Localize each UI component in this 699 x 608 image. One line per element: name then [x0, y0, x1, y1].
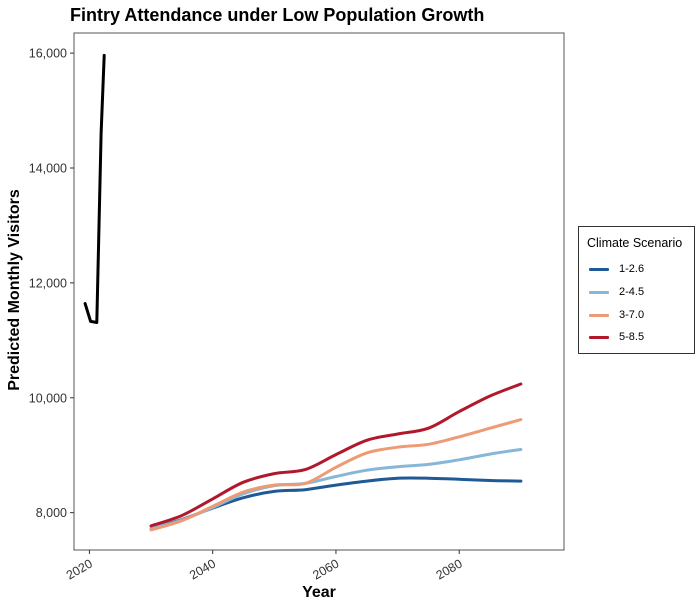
legend-title: Climate Scenario [587, 236, 683, 250]
legend-label: 2-4.5 [619, 286, 645, 298]
legend-label: 3-7.0 [619, 309, 645, 321]
legend-item-5-8-5: 5-8.5 [589, 330, 644, 344]
series-3-7-0-line [149, 418, 523, 532]
legend-item-1-2-6: 1-2.6 [589, 262, 644, 276]
legend-swatch [589, 335, 609, 339]
x-axis: 2020 2040 2060 2080 [64, 550, 465, 583]
legend: Climate Scenario 1-2.6 2-4.5 3-7.0 5-8.5 [578, 226, 695, 354]
x-axis-title: Year [302, 584, 336, 601]
legend-swatch [589, 313, 609, 317]
y-tick-label: 10,000 [29, 391, 67, 405]
observed-line [83, 53, 106, 324]
legend-label: 5-8.5 [619, 331, 645, 343]
y-tick-label: 16,000 [29, 47, 67, 61]
y-axis: 8,000 10,000 12,000 14,000 16,000 [29, 47, 74, 520]
x-tick-label: 2060 [310, 556, 341, 582]
y-tick-label: 8,000 [36, 506, 67, 520]
legend-label: 1-2.6 [619, 263, 645, 275]
plot-panel [73, 32, 565, 551]
series-5-8-5-line [149, 382, 523, 528]
chart-title: Fintry Attendance under Low Population G… [70, 5, 484, 25]
x-tick-label: 2040 [187, 556, 218, 582]
y-tick-label: 12,000 [29, 276, 67, 290]
legend-swatch [589, 267, 609, 271]
legend-item-3-7-0: 3-7.0 [589, 308, 644, 322]
series-lines [83, 53, 523, 532]
x-tick-label: 2020 [64, 556, 95, 582]
y-tick-label: 14,000 [29, 161, 67, 175]
legend-item-2-4-5: 2-4.5 [589, 285, 644, 299]
x-tick-label: 2080 [434, 556, 465, 582]
legend-swatch [589, 290, 609, 294]
y-axis-title: Predicted Monthly Visitors [6, 189, 23, 391]
